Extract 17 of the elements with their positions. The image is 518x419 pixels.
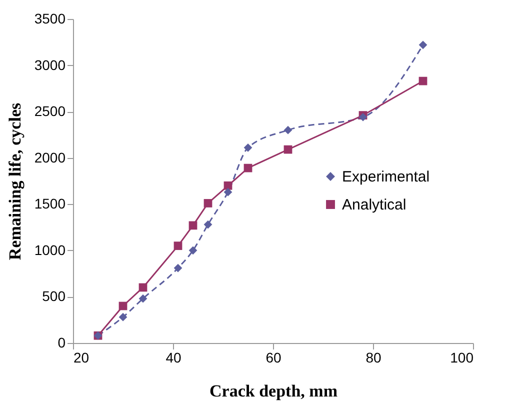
x-tick-label: 60 (266, 350, 282, 366)
y-tick-label: 1000 (34, 242, 66, 258)
y-tick-label: 2000 (34, 149, 66, 166)
x-axis-title: Crack depth, mm (210, 382, 338, 400)
y-axis-title: Remaining life, cycles (5, 102, 24, 260)
x-tick-label: 100 (450, 350, 474, 366)
x-tick-label: 40 (166, 350, 182, 366)
x-tick-label: 20 (74, 350, 90, 366)
y-tick-label: 3000 (34, 56, 66, 73)
y-tick-label: 2500 (34, 103, 66, 120)
y-tick-label: 500 (42, 288, 66, 304)
y-tick-label: 3500 (34, 10, 66, 26)
x-tick-label: 80 (366, 350, 382, 366)
legend-label: Experimental (342, 168, 430, 186)
y-tick-label: 0 (58, 334, 66, 350)
y-tick-label: 1500 (34, 196, 66, 212)
legend-label: Analytical (342, 196, 406, 214)
